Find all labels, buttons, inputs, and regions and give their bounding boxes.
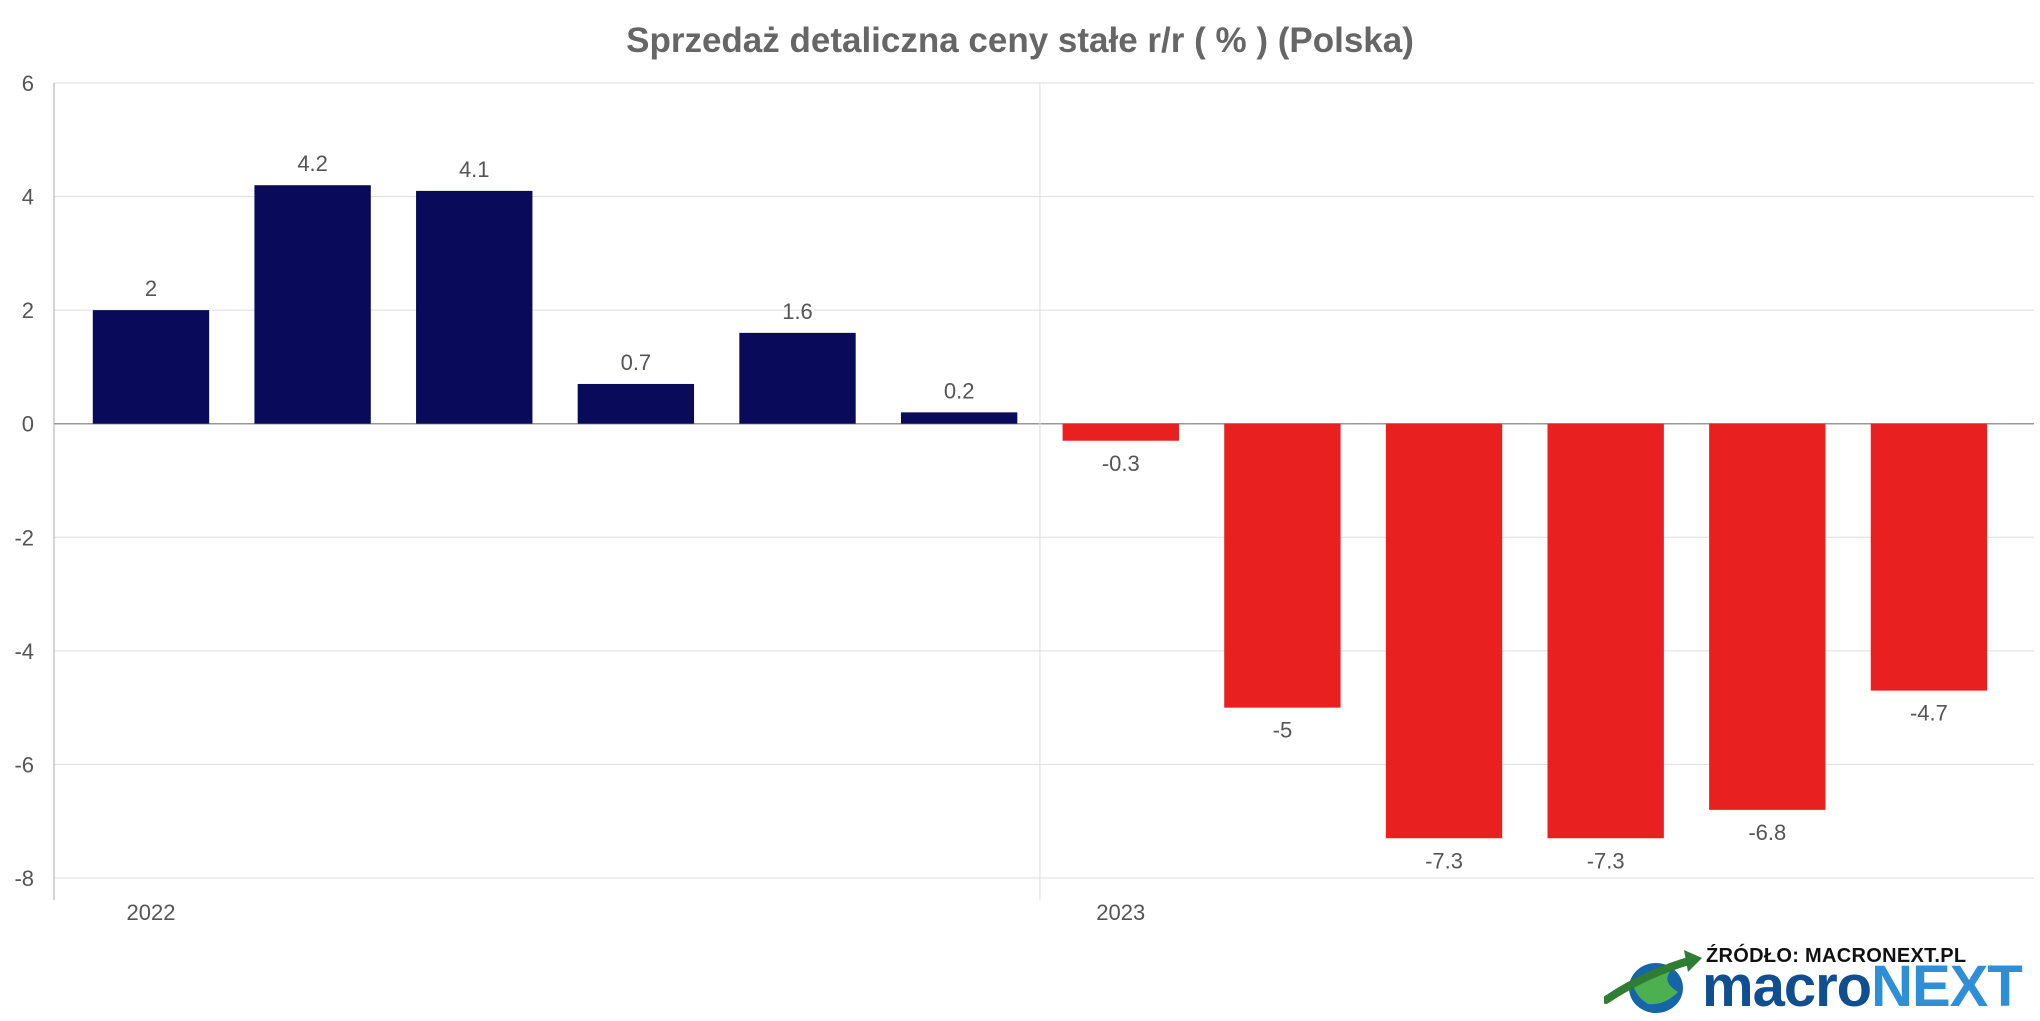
bar	[1224, 423, 1341, 708]
data-label: -7.3	[1425, 848, 1463, 873]
y-tick-label: -4	[14, 639, 34, 664]
x-year-label: 2022	[127, 900, 176, 925]
brand-part1: macro	[1702, 954, 1872, 1019]
data-labels: 2 4.2 4.1 0.7 1.6 0.2 -0.3 -5 -7.3 -7.3 -6.8 -4.7	[145, 151, 1948, 873]
data-label: 0.7	[621, 350, 652, 375]
axes: 6 4 2 0 -2 -4 -6 -8 2022 2023	[14, 71, 1145, 925]
y-tick-label: -6	[14, 752, 34, 777]
bar	[416, 190, 533, 424]
data-label: 0.2	[944, 378, 975, 403]
data-label: -6.8	[1748, 820, 1786, 845]
bar	[577, 383, 695, 424]
data-label: -4.7	[1910, 701, 1948, 726]
brand-logo: macroNEXT	[1702, 958, 2023, 1016]
bar	[1870, 423, 1988, 691]
source-label: ŹRÓDŁO: MACRONEXT.PL	[1706, 945, 1967, 967]
bar	[1385, 423, 1503, 839]
data-label: 1.6	[782, 299, 813, 324]
y-tick-label: 4	[22, 185, 34, 210]
data-label: 4.1	[459, 157, 490, 182]
y-tick-label: 6	[22, 71, 34, 96]
x-year-label: 2023	[1096, 900, 1145, 925]
y-tick-label: 2	[22, 298, 34, 323]
bar	[1709, 423, 1826, 810]
data-label: -5	[1273, 718, 1293, 743]
globe-arrow-icon	[1602, 948, 1704, 1021]
bar	[739, 332, 856, 424]
y-tick-label: -2	[14, 525, 34, 550]
bar	[92, 310, 210, 424]
bar	[254, 185, 371, 424]
gridlines	[54, 82, 2034, 879]
data-label: -0.3	[1102, 451, 1140, 476]
bar	[1547, 423, 1664, 839]
brand-part2: NEXT	[1871, 954, 2023, 1019]
bar	[900, 412, 1018, 424]
bars	[92, 185, 1988, 839]
y-tick-label: -8	[14, 866, 34, 891]
chart-title: Sprzedaż detaliczna ceny stałe r/r ( % )…	[626, 21, 1414, 60]
data-label: -7.3	[1587, 848, 1625, 873]
data-label: 2	[145, 276, 157, 301]
data-label: 4.2	[297, 151, 328, 176]
bar	[1062, 423, 1179, 441]
y-tick-label: 0	[22, 412, 34, 437]
